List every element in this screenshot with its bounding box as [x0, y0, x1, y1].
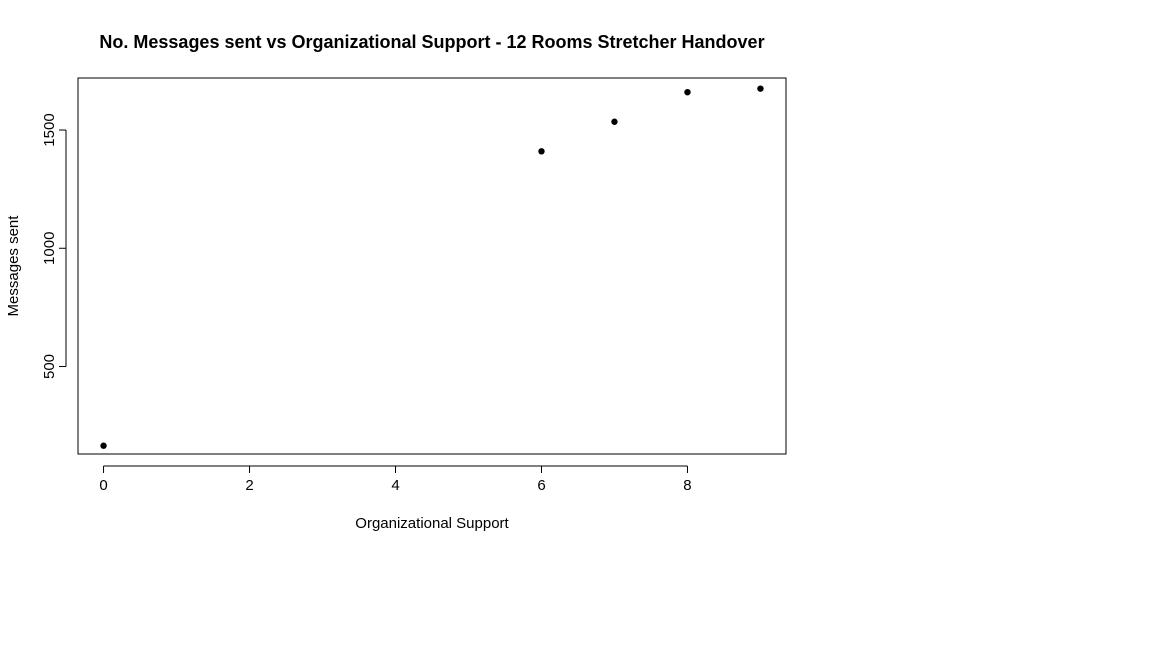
data-point [684, 88, 691, 96]
x-tick-label: 0 [99, 477, 107, 494]
x-tick-label: 4 [391, 477, 399, 494]
y-axis: 500 1000 1500 [41, 113, 67, 379]
y-tick-label: 1000 [41, 232, 58, 265]
data-point [757, 85, 764, 92]
x-axis-label: Organizational Support [355, 515, 509, 532]
x-tick-label: 8 [683, 477, 691, 494]
chart-title: No. Messages sent vs Organizational Supp… [99, 32, 764, 52]
x-tick-label: 6 [537, 477, 545, 494]
y-tick-label: 500 [41, 354, 58, 379]
x-tick-label: 2 [245, 477, 253, 494]
data-point [611, 118, 618, 125]
data-point [538, 148, 545, 155]
y-axis-label: Messages sent [5, 215, 22, 317]
data-points [100, 85, 764, 449]
data-point [100, 442, 107, 449]
x-axis: 0 2 4 6 8 [99, 465, 692, 494]
y-tick-label: 1500 [41, 113, 58, 146]
plot-frame [77, 77, 787, 455]
